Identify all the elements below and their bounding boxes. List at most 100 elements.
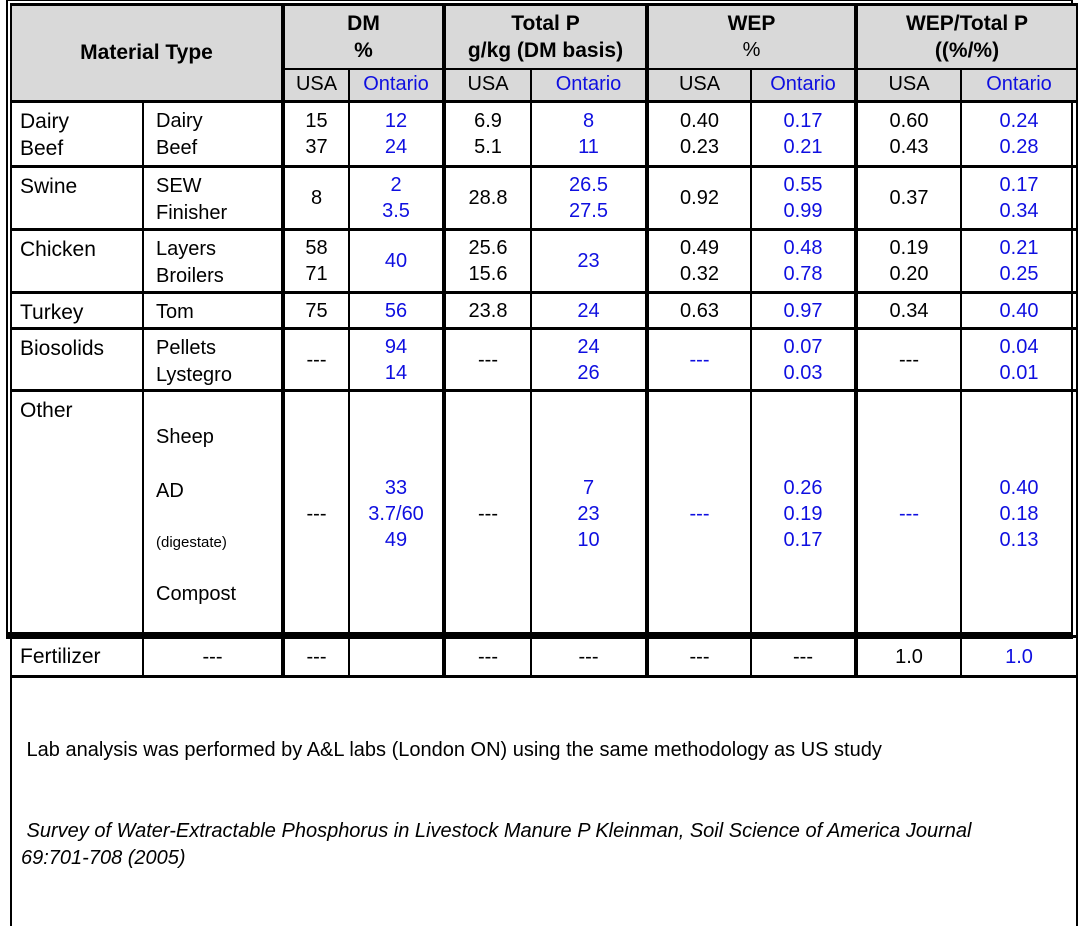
detail-line: Compost <box>156 581 279 608</box>
row-fertilizer: Fertilizer --- --- --- --- --- --- 1.0 1… <box>11 637 1077 677</box>
header-wep-total-p-line1: WEP/Total P <box>858 10 1076 37</box>
header-total-p-line2: g/kg (DM basis) <box>446 37 645 64</box>
cell-wep-usa: --- <box>647 637 751 677</box>
cell-detail: Pellets Lystegro <box>143 329 283 391</box>
cell-total-p-ontario: 7 23 10 <box>531 391 647 637</box>
cell-total-p-ontario: 24 26 <box>531 329 647 391</box>
cell-dm-ontario: 40 <box>349 230 444 293</box>
cell-ratio-usa: --- <box>856 391 961 637</box>
subheader-total-p-usa: USA <box>444 69 531 102</box>
cell-total-p-usa: --- <box>444 637 531 677</box>
cell-detail: Tom <box>143 293 283 329</box>
row-turkey: Turkey Tom 75 56 23.8 24 0.63 0.97 0.34 … <box>11 293 1077 329</box>
cell-ratio-ontario: 0.24 0.28 <box>961 102 1077 167</box>
cell-ratio-ontario: 0.40 0.18 0.13 <box>961 391 1077 637</box>
cell-dm-usa: --- <box>283 637 349 677</box>
header-wep-line2: % <box>649 37 854 64</box>
cell-dm-ontario: 33 3.7/60 49 <box>349 391 444 637</box>
detail-line: AD <box>156 478 279 505</box>
row-biosolids: Biosolids Pellets Lystegro --- 94 14 ---… <box>11 329 1077 391</box>
header-dm-line1: DM <box>285 10 442 37</box>
row-dairy-beef: Dairy Beef Dairy Beef 15 37 12 24 6.9 5.… <box>11 102 1077 167</box>
cell-total-p-ontario: 23 <box>531 230 647 293</box>
header-row: Material Type DM % Total P g/kg (DM basi… <box>11 5 1077 69</box>
row-chicken: Chicken Layers Broilers 58 71 40 25.6 15… <box>11 230 1077 293</box>
cell-dm-ontario: 94 14 <box>349 329 444 391</box>
cell-dm-usa: --- <box>283 391 349 637</box>
header-dm: DM % <box>283 5 444 69</box>
cell-ratio-usa: 0.60 0.43 <box>856 102 961 167</box>
cell-dm-usa: 58 71 <box>283 230 349 293</box>
detail-line-digestate: (digestate) <box>156 532 279 554</box>
cell-wep-ontario: 0.17 0.21 <box>751 102 856 167</box>
cell-total-p-usa: 28.8 <box>444 167 531 230</box>
cell-ratio-ontario: 0.40 <box>961 293 1077 329</box>
header-wep: WEP % <box>647 5 856 69</box>
cell-ratio-ontario: 0.17 0.34 <box>961 167 1077 230</box>
cell-detail: Dairy Beef <box>143 102 283 167</box>
cell-wep-usa: 0.92 <box>647 167 751 230</box>
header-total-p-line1: Total P <box>446 10 645 37</box>
subheader-ratio-ontario: Ontario <box>961 69 1077 102</box>
cell-total-p-usa: --- <box>444 329 531 391</box>
cell-wep-ontario: 0.07 0.03 <box>751 329 856 391</box>
cell-detail: --- <box>143 637 283 677</box>
footnote-row: Lab analysis was performed by A&L labs (… <box>11 677 1077 926</box>
cell-group: Fertilizer <box>11 637 143 677</box>
footnote-text: Lab analysis was performed by A&L labs (… <box>21 737 1072 764</box>
cell-group: Other <box>11 391 143 637</box>
header-total-p: Total P g/kg (DM basis) <box>444 5 647 69</box>
cell-ratio-usa: 1.0 <box>856 637 961 677</box>
cell-group: Turkey <box>11 293 143 329</box>
cell-wep-ontario: --- <box>751 637 856 677</box>
subheader-dm-ontario: Ontario <box>349 69 444 102</box>
cell-dm-usa: 15 37 <box>283 102 349 167</box>
cell-dm-usa: --- <box>283 329 349 391</box>
cell-total-p-ontario: 8 11 <box>531 102 647 167</box>
cell-dm-ontario: 12 24 <box>349 102 444 167</box>
cell-ratio-ontario: 0.21 0.25 <box>961 230 1077 293</box>
header-wep-line1: WEP <box>649 10 854 37</box>
cell-total-p-ontario: 24 <box>531 293 647 329</box>
cell-ratio-usa: 0.37 <box>856 167 961 230</box>
subheader-total-p-ontario: Ontario <box>531 69 647 102</box>
cell-total-p-usa: 25.6 15.6 <box>444 230 531 293</box>
cell-total-p-usa: --- <box>444 391 531 637</box>
cell-wep-ontario: 0.48 0.78 <box>751 230 856 293</box>
row-other: Other Sheep AD (digestate) Compost --- 3… <box>11 391 1077 637</box>
cell-dm-ontario <box>349 637 444 677</box>
cell-total-p-usa: 6.9 5.1 <box>444 102 531 167</box>
cell-dm-ontario: 56 <box>349 293 444 329</box>
subheader-wep-usa: USA <box>647 69 751 102</box>
cell-total-p-usa: 23.8 <box>444 293 531 329</box>
cell-detail: Sheep AD (digestate) Compost <box>143 391 283 637</box>
cell-group: Swine <box>11 167 143 230</box>
subheader-wep-ontario: Ontario <box>751 69 856 102</box>
cell-detail: Layers Broilers <box>143 230 283 293</box>
cell-ratio-usa: 0.34 <box>856 293 961 329</box>
cell-total-p-ontario: 26.5 27.5 <box>531 167 647 230</box>
header-wep-total-p: WEP/Total P ((%/%) <box>856 5 1077 69</box>
cell-ratio-ontario: 1.0 <box>961 637 1077 677</box>
footnote-cell: Lab analysis was performed by A&L labs (… <box>11 677 1077 926</box>
row-swine: Swine SEW Finisher 8 2 3.5 28.8 26.5 27.… <box>11 167 1077 230</box>
cell-group: Chicken <box>11 230 143 293</box>
cell-wep-ontario: 0.26 0.19 0.17 <box>751 391 856 637</box>
footnote-citation: Survey of Water-Extractable Phosphorus i… <box>21 818 1072 872</box>
cell-wep-ontario: 0.97 <box>751 293 856 329</box>
header-wep-total-p-line2: ((%/%) <box>858 37 1076 64</box>
subheader-ratio-usa: USA <box>856 69 961 102</box>
header-material-type: Material Type <box>11 5 283 102</box>
cell-wep-usa: --- <box>647 329 751 391</box>
cell-group: Dairy Beef <box>11 102 143 167</box>
cell-dm-usa: 8 <box>283 167 349 230</box>
cell-ratio-usa: --- <box>856 329 961 391</box>
cell-wep-usa: --- <box>647 391 751 637</box>
detail-line: Sheep <box>156 424 279 451</box>
cell-dm-ontario: 2 3.5 <box>349 167 444 230</box>
cell-wep-usa: 0.40 0.23 <box>647 102 751 167</box>
data-table: Material Type DM % Total P g/kg (DM basi… <box>10 3 1078 926</box>
cell-ratio-usa: 0.19 0.20 <box>856 230 961 293</box>
header-dm-line2: % <box>285 37 442 64</box>
cell-total-p-ontario: --- <box>531 637 647 677</box>
